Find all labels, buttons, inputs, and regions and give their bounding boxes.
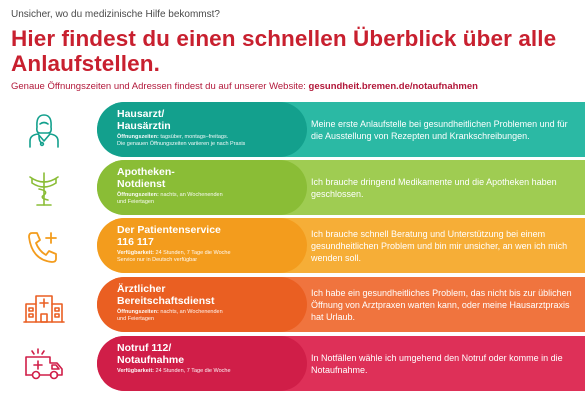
service-name-line2: 116 117 (117, 236, 154, 248)
ambulance-icon (16, 344, 72, 384)
info-text: nachts, an Wochenenden (160, 192, 223, 198)
service-description: Meine erste Anlaufstelle bei gesundheitl… (311, 118, 568, 141)
service-info: Öffnungszeiten: tagsüber, montags–freita… (117, 134, 307, 148)
service-description: In Notfällen wähle ich umgehend den Notr… (311, 352, 563, 375)
page-title: Hier findest du einen schnellen Überblic… (11, 26, 557, 76)
row-pill: Ärztlicher Bereitschaftsdienst Öffnungsz… (97, 277, 307, 332)
website-line: Genaue Öffnungszeiten und Adressen finde… (11, 81, 478, 92)
service-name-line2: Notdienst (117, 178, 166, 190)
service-description: Ich brauche schnell Beratung und Unterst… (311, 228, 568, 263)
info-text: nachts, an Wochenenden (160, 309, 223, 315)
info-extra: Service nur in Deutsch verfügbar (117, 257, 198, 263)
row-pill: Notruf 112/ Notaufnahme Verfügbarkeit: 2… (97, 336, 307, 391)
service-name-line1: Der Patientenservice (117, 224, 221, 236)
row-bereitschaftsdienst: Ärztlicher Bereitschaftsdienst Öffnungsz… (0, 277, 585, 332)
row-pill: Der Patientenservice 116 117 Verfügbarke… (97, 218, 307, 273)
service-name-line1: Notruf 112/ (117, 342, 172, 354)
pharmacy-icon (16, 168, 72, 208)
row-pill: Apotheken- Notdienst Öffnungszeiten: nac… (97, 160, 307, 215)
info-label: Verfügbarkeit: (117, 368, 154, 374)
service-info: Verfügbarkeit: 24 Stunden, 7 Tage die Wo… (117, 250, 307, 264)
info-extra: und Feiertagen (117, 199, 154, 205)
phone-plus-icon (16, 226, 72, 266)
service-name-line1: Ärztlicher (117, 283, 166, 295)
service-info: Verfügbarkeit: 24 Stunden, 7 Tage die Wo… (117, 368, 307, 375)
info-label: Öffnungszeiten: (117, 309, 159, 315)
info-text: 24 Stunden, 7 Tage die Woche (155, 250, 231, 256)
service-name-line1: Hausarzt/ (117, 108, 165, 120)
website-text: Genaue Öffnungszeiten und Adressen finde… (11, 81, 306, 92)
service-name-line2: Bereitschaftsdienst (117, 295, 215, 307)
service-description: Ich habe ein gesundheitliches Problem, d… (311, 287, 572, 322)
info-label: Verfügbarkeit: (117, 250, 154, 256)
info-text: 24 Stunden, 7 Tage die Woche (155, 368, 231, 374)
row-hausarzt: Hausarzt/ Hausärztin Öffnungszeiten: tag… (0, 102, 585, 157)
info-label: Öffnungszeiten: (117, 192, 159, 198)
website-link[interactable]: gesundheit.bremen.de/notaufnahmen (308, 81, 478, 92)
service-info: Öffnungszeiten: nachts, an Wochenenden un… (117, 192, 307, 206)
service-description: Ich brauche dringend Medikamente und die… (311, 176, 557, 199)
service-info: Öffnungszeiten: nachts, an Wochenenden un… (117, 309, 307, 323)
info-extra: Die genauen Öffnungszeiten variieren je … (117, 141, 246, 147)
doctor-icon (16, 110, 72, 150)
row-notruf: Notruf 112/ Notaufnahme Verfügbarkeit: 2… (0, 336, 585, 391)
row-patientenservice: Der Patientenservice 116 117 Verfügbarke… (0, 218, 585, 273)
subtitle: Unsicher, wo du medizinische Hilfe bekom… (11, 9, 220, 20)
hospital-icon (16, 285, 72, 325)
info-extra: und Feiertagen (117, 316, 154, 322)
info-label: Öffnungszeiten: (117, 134, 159, 140)
info-text: tagsüber, montags–freitags. (160, 134, 229, 140)
service-name-line2: Notaufnahme (117, 354, 185, 366)
service-name-line1: Apotheken- (117, 166, 175, 178)
service-name-line2: Hausärztin (117, 120, 171, 132)
row-pill: Hausarzt/ Hausärztin Öffnungszeiten: tag… (97, 102, 307, 157)
row-apotheke: Apotheken- Notdienst Öffnungszeiten: nac… (0, 160, 585, 215)
